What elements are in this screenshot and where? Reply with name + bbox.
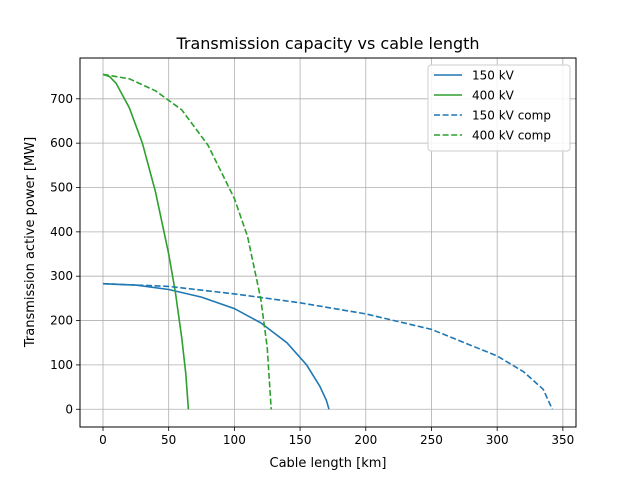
y-tick-label: 700 xyxy=(50,92,73,106)
x-tick-label: 0 xyxy=(99,433,107,447)
y-tick-label: 600 xyxy=(50,136,73,150)
legend: 150 kV 400 kV 150 kV comp 400 kV comp xyxy=(427,64,571,152)
y-tick-label: 500 xyxy=(50,181,73,195)
y-axis-label: Transmission active power [MW] xyxy=(23,137,38,348)
series-line-2 xyxy=(102,73,190,410)
y-tick-label: 400 xyxy=(50,225,73,239)
y-tick-label: 300 xyxy=(50,269,73,283)
x-tick-label: 50 xyxy=(161,433,176,447)
x-tick-label: 150 xyxy=(289,433,312,447)
x-axis-ticks: 0 50 100 150 200 250 300 350 xyxy=(99,427,574,447)
y-tick-label: 200 xyxy=(50,314,73,328)
y-tick-label: 0 xyxy=(65,402,73,416)
legend-label: 400 kV xyxy=(472,89,515,103)
x-tick-label: 350 xyxy=(551,433,574,447)
legend-label: 400 kV comp xyxy=(472,129,551,143)
x-tick-label: 200 xyxy=(354,433,377,447)
x-tick-label: 300 xyxy=(486,433,509,447)
series-lines xyxy=(102,73,554,410)
legend-box xyxy=(427,64,571,152)
legend-label: 150 kV comp xyxy=(472,109,551,123)
x-axis-label: Cable length [km] xyxy=(270,456,387,471)
legend-label: 150 kV xyxy=(472,69,515,83)
y-tick-label: 100 xyxy=(50,358,73,372)
chart-title: Transmission capacity vs cable length xyxy=(175,34,479,53)
x-tick-label: 250 xyxy=(420,433,443,447)
plot-frame xyxy=(79,57,577,428)
series-line-4 xyxy=(102,73,272,410)
y-axis-ticks: 0 100 200 300 400 500 600 700 xyxy=(50,92,80,416)
x-tick-label: 100 xyxy=(223,433,246,447)
series-line-1 xyxy=(102,282,330,410)
series-line-3 xyxy=(102,282,554,410)
